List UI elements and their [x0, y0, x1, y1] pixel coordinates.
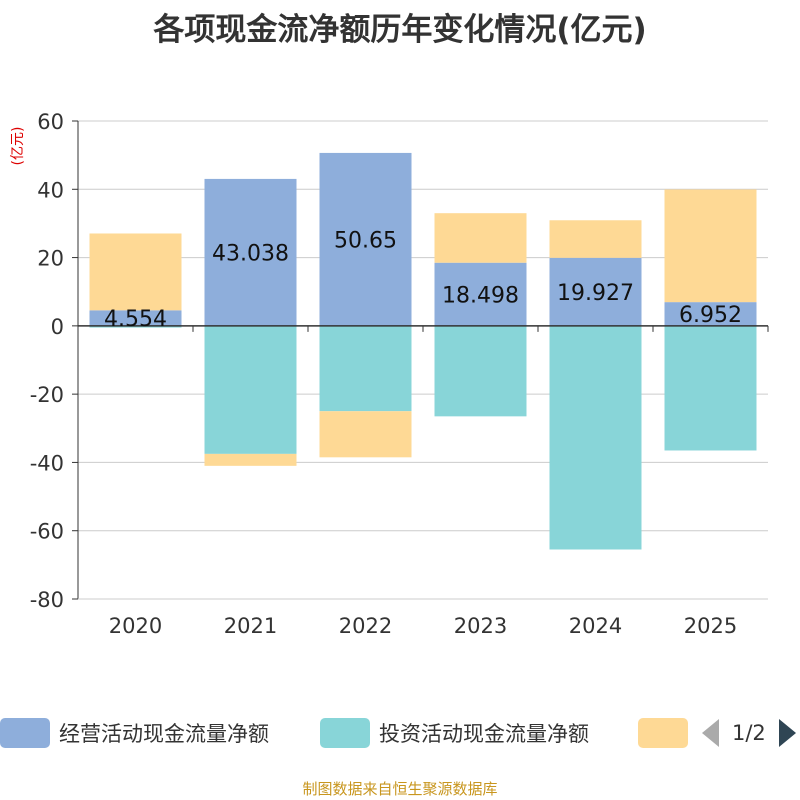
bar-2023-s2: [434, 213, 527, 263]
legend-item-operating[interactable]: 经营活动现金流量净额: [0, 716, 269, 750]
legend-label: 投资活动现金流量净额: [379, 722, 589, 746]
bar-2021-s2: [204, 453, 297, 466]
y-tick-label: 20: [37, 247, 64, 271]
data-source-note: 制图数据来自恒生聚源数据库: [302, 780, 498, 798]
y-tick-label: -40: [30, 451, 64, 475]
bar-2023-s1: [434, 325, 527, 417]
bar-2022-s1: [319, 325, 412, 412]
bar-2021-s1: [204, 325, 297, 454]
y-axis-unit-label: (亿元): [10, 127, 26, 166]
data-label: 43.038: [212, 241, 289, 266]
bars: [89, 152, 757, 550]
bar-2022-s2: [319, 411, 412, 458]
x-tick-label: 2021: [224, 614, 277, 638]
y-tick-label: 60: [37, 110, 64, 134]
data-labels: 4.554 43.038 50.65 18.498 19.927 6.952: [104, 228, 742, 332]
chart-plot: 60 40 20 0 -20 -40 -60 -80 (亿元) 2020 2021 2022 2023 2…: [10, 110, 769, 638]
legend-swatch: [0, 718, 50, 748]
legend-page-indicator: 1/2: [732, 721, 766, 745]
bar-2023-s0: [434, 262, 527, 326]
bar-2025-s0: [664, 302, 757, 326]
data-label: 19.927: [557, 281, 634, 306]
bar-2020-s2: [89, 233, 182, 311]
legend-label: 经营活动现金流量净额: [59, 722, 269, 746]
data-label: 50.65: [334, 228, 397, 253]
legend-item-investing[interactable]: 投资活动现金流量净额: [320, 716, 589, 750]
y-tick-label: -20: [30, 383, 64, 407]
legend-item-financing[interactable]: [638, 716, 697, 750]
axes: 60 40 20 0 -20 -40 -60 -80 (亿元) 2020 2021 2022 2023 2…: [10, 110, 769, 638]
bar-2025-s2: [664, 189, 757, 303]
legend-prev-page-icon[interactable]: [702, 719, 719, 747]
x-tick-label: 2025: [684, 614, 737, 638]
legend-swatch: [638, 718, 688, 748]
bar-2024-s2: [549, 220, 642, 258]
data-label: 6.952: [679, 303, 742, 328]
y-tick-label: 40: [37, 178, 64, 202]
bar-2025-s1: [664, 325, 757, 451]
x-tick-label: 2023: [454, 614, 507, 638]
y-tick-label: 0: [51, 315, 64, 339]
legend-pager: 1/2: [702, 716, 796, 750]
legend-swatch: [320, 718, 370, 748]
data-label: 4.554: [104, 307, 167, 332]
x-tick-label: 2024: [569, 614, 622, 638]
bar-2021-s0: [204, 178, 297, 326]
x-tick-label: 2020: [109, 614, 162, 638]
bar-2022-s0: [319, 152, 412, 326]
y-tick-label: -60: [30, 520, 64, 544]
bar-2024-s1: [549, 325, 642, 550]
bar-2020-s1: [89, 325, 182, 328]
x-tick-label: 2022: [339, 614, 392, 638]
bar-2024-s0: [549, 257, 642, 326]
chart-title: 各项现金流净额历年变化情况(亿元): [153, 12, 647, 48]
legend-next-page-icon[interactable]: [778, 719, 796, 747]
data-label: 18.498: [442, 283, 519, 308]
bar-2020-s0: [89, 310, 182, 326]
y-tick-label: -80: [30, 588, 64, 612]
